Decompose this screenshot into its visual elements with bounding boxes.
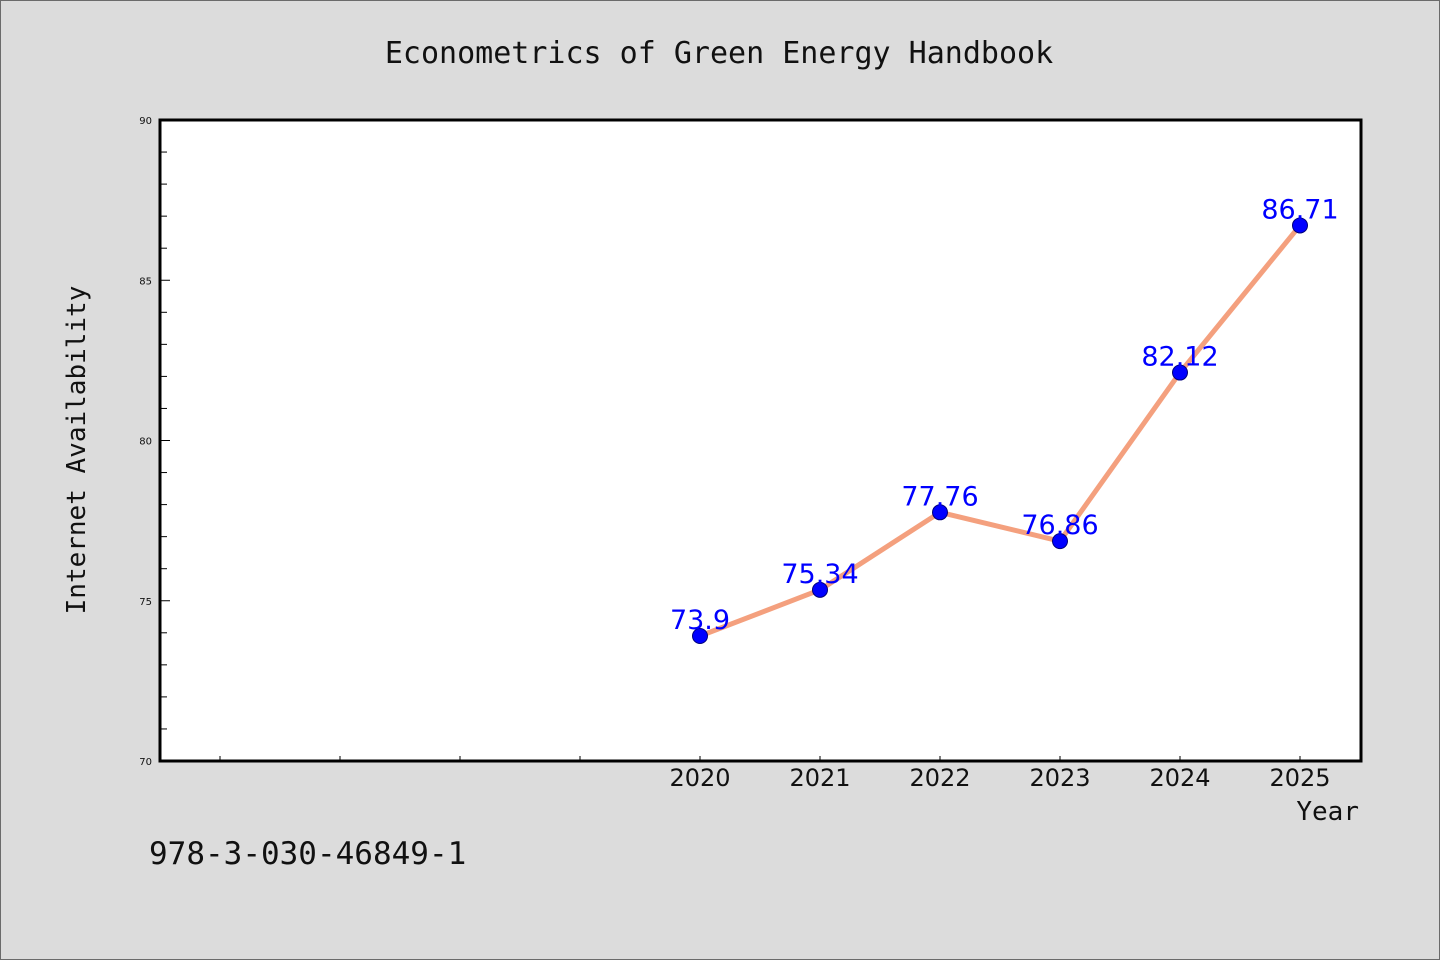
data-point bbox=[1292, 217, 1308, 234]
y-axis-label: Internet Availability bbox=[62, 286, 92, 615]
x-tick-label: 2025 bbox=[1269, 764, 1330, 792]
data-point bbox=[932, 504, 948, 521]
x-axis-ticks: 2020 2021 2022 2023 2024 2025 bbox=[219, 756, 1331, 792]
x-tick-label: 2021 bbox=[789, 764, 850, 792]
y-tick-label: 85 bbox=[139, 276, 152, 287]
chart-title: Econometrics of Green Energy Handbook bbox=[385, 36, 1053, 71]
y-tick-label: 75 bbox=[139, 597, 152, 608]
x-tick-label: 2023 bbox=[1029, 764, 1090, 792]
data-label: 77.76 bbox=[901, 481, 978, 512]
x-tick-label: 2020 bbox=[669, 764, 730, 792]
data-label: 76.86 bbox=[1021, 510, 1098, 541]
data-point bbox=[1172, 364, 1188, 381]
series-line bbox=[697, 222, 1303, 639]
data-label: 82.12 bbox=[1141, 342, 1218, 373]
x-axis-label: Year bbox=[1296, 797, 1359, 827]
data-label: 86.71 bbox=[1261, 194, 1338, 225]
data-point bbox=[1052, 533, 1068, 550]
series-layer bbox=[692, 217, 1308, 645]
y-tick-label: 70 bbox=[139, 757, 152, 768]
data-point bbox=[812, 581, 828, 598]
y-tick-label: 90 bbox=[139, 116, 152, 127]
x-tick-label: 2024 bbox=[1149, 764, 1210, 792]
data-label: 75.34 bbox=[781, 559, 858, 590]
isbn-text: 978-3-030-46849-1 bbox=[149, 836, 466, 872]
data-label: 73.9 bbox=[670, 605, 730, 636]
y-tick-label: 80 bbox=[139, 437, 152, 448]
y-axis-ticks: 70 75 80 85 90 bbox=[139, 116, 170, 768]
data-labels: 73.9 75.34 77.76 76.86 82.12 86.71 bbox=[670, 194, 1339, 636]
plot-area bbox=[158, 118, 1363, 763]
data-point bbox=[692, 628, 708, 645]
x-tick-label: 2022 bbox=[909, 764, 970, 792]
